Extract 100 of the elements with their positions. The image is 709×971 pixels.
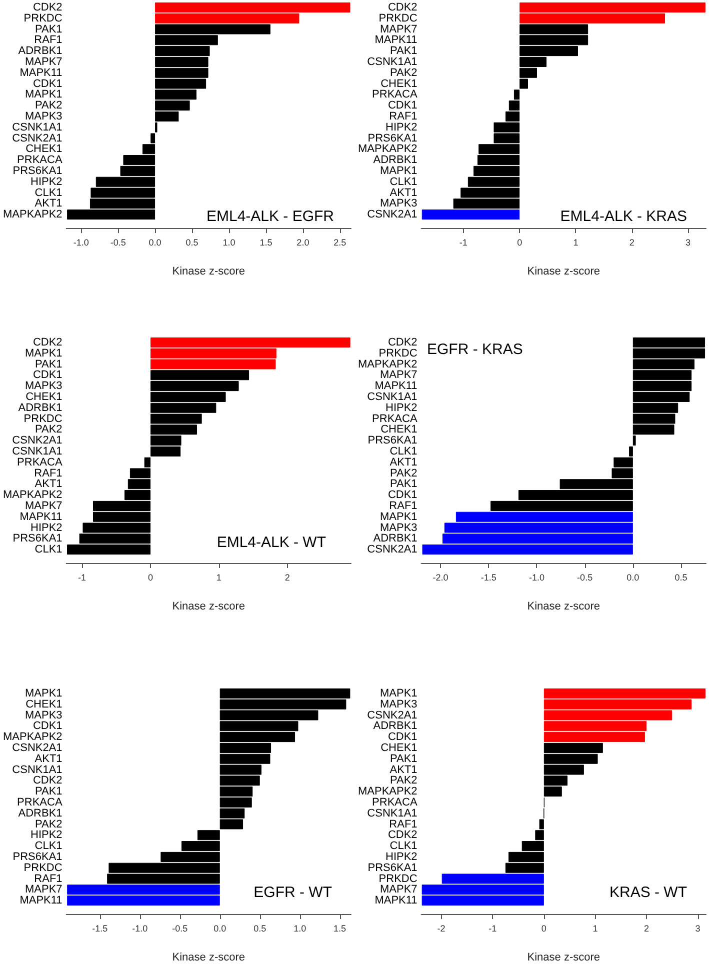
y-tick-label: CSNK2A1 [367,208,418,221]
x-tick-label: 0 [517,238,522,248]
y-tick-label: MAPK11 [20,66,62,79]
x-tick-label: -1.0 [73,238,89,248]
y-tick-label: CSNK2A1 [12,434,62,447]
y-tick-label: PRKACA [17,154,63,166]
y-tick-label: CDK1 [32,720,62,732]
y-tick-label: MAPK3 [380,698,418,710]
y-tick-label: CLK1 [34,840,62,852]
y-tick-label: MAPK7 [380,23,418,36]
x-tick-label: 0 [541,924,546,934]
y-tick-label: PRKDC [378,12,418,24]
chart-title: EGFR - KRAS [427,341,523,358]
y-tick-label: ADRBK1 [373,154,418,166]
y-tick-label: PAK1 [390,478,418,490]
x-tick-label: 1.0 [222,238,236,248]
y-tick-label: AKT1 [34,752,62,765]
y-tick-label: PRKDC [24,412,62,425]
y-tick-label: MAPK3 [25,709,62,722]
x-tick-label: -1.5 [480,572,496,582]
y-tick-label: RAF1 [34,872,62,885]
y-tick-label: CDK1 [32,78,62,90]
y-tick-label: AKT1 [390,764,418,776]
y-tick-label: MAPK1 [380,164,418,177]
y-tick-label: PRKDC [24,862,62,874]
y-tick-label: CSNK1A1 [12,121,62,134]
y-tick-label: ADRBK1 [373,720,418,732]
y-tick-label: PAK2 [34,100,62,112]
x-tick-label: -1 [488,924,497,934]
y-tick-label: PRS6KA1 [368,434,418,447]
text: EML4-ALK - EGFR [206,208,334,225]
y-tick-label: CSNK2A1 [12,742,62,754]
y-tick-label: CHEK1 [380,742,418,754]
y-tick-label: CSNK1A1 [367,807,418,820]
x-axis-title: Kinase z-score [172,600,246,612]
y-tick-label: PRS6KA1 [368,132,418,144]
x-tick-label: -1 [459,238,468,248]
y-tick-label: MAPK3 [25,110,62,122]
x-tick-label: 0.0 [148,238,162,248]
y-tick-label: CHEK1 [26,143,62,156]
x-tick-label: 3 [686,238,691,248]
x-tick-label: 0 [148,572,153,582]
y-tick-label: ADRBK1 [18,807,62,820]
x-tick-label: -0.5 [577,572,593,582]
y-tick-label: CDK2 [32,336,62,348]
x-tick-label: 0.5 [254,924,266,934]
y-tick-label: PRKACA [17,796,63,808]
y-tick-label: MAPK1 [25,347,62,360]
x-axis-title: Kinase z-score [527,266,600,278]
y-tick-label: HIPK2 [386,121,418,134]
y-tick-label: PAK1 [34,786,62,798]
x-tick-label: 1.5 [260,238,272,248]
text: EML4-ALK - KRAS [560,208,688,225]
y-tick-label: CDK2 [388,336,418,348]
x-tick-label: -2 [437,924,446,934]
y-tick-label: CSNK1A1 [367,56,418,68]
x-tick-label: -2.0 [432,572,448,582]
y-tick-label: CDK2 [388,1,418,14]
y-tick-label: ADRBK1 [18,45,62,58]
y-tick-label: PAK1 [390,752,418,765]
y-tick-label: PAK2 [390,774,418,787]
y-tick-label: MAPK7 [25,56,62,68]
y-tick-label: RAF1 [34,467,62,480]
x-tick-label: 1.0 [294,924,306,934]
y-tick-label: CHEK1 [380,78,418,90]
y-tick-label: MAPKAPK2 [2,489,62,502]
y-tick-label: MAPK1 [25,687,62,700]
y-tick-label: CLK1 [390,445,418,458]
x-tick-label: 0.5 [674,572,688,582]
y-tick-label: HIPK2 [386,850,418,863]
text: EGFR - WT [254,884,332,901]
y-tick-label: MAPKAPK2 [358,143,418,156]
y-tick-label: MAPK1 [380,510,418,523]
x-tick-label: -1 [78,572,86,582]
y-tick-label: MAPK11 [374,894,418,907]
y-tick-label: MAPKAPK2 [2,208,62,221]
x-tick-label: 2 [629,238,634,248]
x-tick-label: 2.5 [334,238,346,248]
y-tick-label: HIPK2 [30,829,62,842]
y-tick-label: AKT1 [34,198,62,210]
y-tick-label: MAPK11 [374,34,418,46]
y-tick-label: HIPK2 [30,522,62,534]
x-axis-title: Kinase z-score [527,600,600,612]
y-tick-label: CDK1 [32,369,62,382]
text: KRAS - WT [610,884,687,901]
x-tick-label: 0.0 [214,924,226,934]
x-tick-label: 1 [216,572,222,582]
y-tick-label: CLK1 [390,176,418,188]
bar [422,210,520,220]
x-tick-label: 1 [592,924,598,934]
y-tick-label: CDK1 [388,731,418,744]
y-tick-label: PAK2 [34,818,62,830]
y-tick-label: MAPK7 [380,884,418,896]
y-tick-label: RAF1 [389,500,418,512]
y-tick-label: MAPK3 [380,522,418,534]
y-tick-label: PRKACA [372,88,418,101]
y-tick-label: PRS6KA1 [12,532,62,545]
y-tick-label: PRKDC [24,12,62,24]
x-axis-title: Kinase z-score [172,266,246,278]
y-tick-label: CLK1 [390,840,418,852]
